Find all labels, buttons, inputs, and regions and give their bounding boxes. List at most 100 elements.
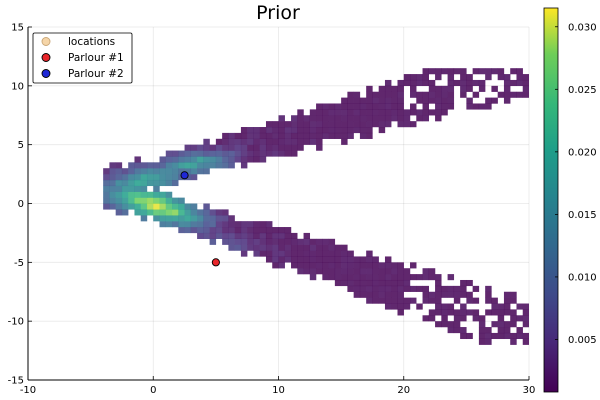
heatmap-cell — [209, 215, 217, 222]
heatmap-cell — [240, 132, 248, 139]
heatmap-cell — [291, 121, 298, 128]
heatmap-cell — [428, 309, 436, 316]
heatmap-cell — [272, 132, 279, 139]
heatmap-cell — [397, 309, 404, 316]
heatmap-cell — [353, 115, 361, 122]
heatmap-cell — [510, 332, 517, 340]
heatmap-cell — [522, 74, 529, 81]
heatmap-cell — [322, 250, 329, 257]
heatmap-cell — [309, 262, 317, 269]
heatmap-cell — [359, 132, 367, 139]
heatmap-cell — [478, 79, 486, 87]
heatmap-cell — [284, 244, 292, 251]
heatmap-cell — [535, 321, 541, 327]
heatmap-cell — [153, 162, 160, 169]
heatmap-cell — [234, 232, 242, 239]
heatmap-cell — [341, 256, 348, 263]
heatmap-cell — [435, 74, 442, 81]
heatmap-cell — [272, 232, 279, 239]
heatmap-cell — [503, 74, 511, 81]
heatmap-cell — [491, 303, 498, 310]
heatmap-cell — [403, 121, 411, 128]
heatmap-cell — [334, 127, 342, 134]
heatmap-cell — [366, 127, 373, 134]
heatmap-cell — [247, 238, 254, 245]
heatmap-cell — [297, 262, 304, 269]
heatmap-cell — [441, 309, 448, 316]
heatmap-cell — [184, 209, 192, 216]
heatmap-cell — [384, 274, 392, 281]
heatmap-cell — [284, 150, 292, 157]
heatmap-cell — [209, 150, 217, 157]
heatmap-cell — [535, 80, 541, 86]
heatmap-cell — [503, 309, 511, 316]
heatmap-cell — [203, 232, 210, 239]
heatmap-cell — [222, 144, 229, 151]
heatmap-cell — [410, 285, 417, 292]
heatmap-cell — [203, 138, 210, 145]
heatmap-cell — [428, 274, 436, 281]
heatmap-cell — [359, 115, 367, 122]
heatmap-cell — [165, 197, 173, 204]
heatmap-cell — [478, 68, 486, 75]
heatmap-cell — [397, 285, 404, 292]
heatmap-cell — [516, 91, 523, 98]
heatmap-cell — [453, 291, 461, 298]
heatmap-cell — [441, 321, 448, 328]
heatmap-cell — [316, 144, 323, 151]
heatmap-cell — [115, 191, 123, 198]
legend: locations Parlour #1 Parlour #2 — [32, 32, 133, 84]
heatmap-cell — [134, 203, 141, 210]
heatmap-cell — [203, 168, 210, 175]
heatmap-cell — [453, 79, 461, 87]
heatmap-cell — [422, 268, 429, 275]
heatmap-cell — [178, 197, 185, 204]
colorbar-tick-label: 0.020 — [568, 147, 597, 158]
heatmap-cell — [284, 238, 292, 245]
heatmap-cell — [372, 297, 379, 304]
heatmap-cell — [134, 156, 141, 163]
heatmap-cell — [428, 79, 436, 87]
heatmap-cell — [334, 274, 342, 281]
heatmap-cell — [478, 321, 486, 328]
heatmap-cell — [416, 74, 423, 81]
heatmap-cell — [416, 109, 423, 116]
chart-title: Prior — [256, 2, 300, 24]
heatmap-cell — [247, 232, 254, 239]
heatmap-cell — [441, 315, 448, 322]
heatmap-cell — [422, 91, 429, 98]
heatmap-cell — [140, 168, 148, 175]
heatmap-cell — [391, 297, 398, 304]
heatmap-cell — [503, 332, 511, 340]
heatmap-cell — [115, 209, 123, 216]
heatmap-cell — [316, 132, 323, 139]
heatmap-cell — [303, 256, 311, 263]
heatmap-cell — [460, 279, 467, 287]
heatmap-cell — [403, 279, 411, 287]
heatmap-cell — [522, 303, 529, 310]
heatmap-cell — [103, 174, 110, 181]
heatmap-cell — [178, 227, 185, 234]
heatmap-cell — [529, 315, 535, 321]
heatmap-cell — [259, 221, 267, 228]
heatmap-cell — [485, 338, 492, 345]
heatmap-cell — [259, 244, 267, 251]
heatmap-cell — [410, 274, 417, 281]
heatmap-cell — [359, 274, 367, 281]
heatmap-cell — [535, 339, 541, 345]
heatmap-cell — [228, 232, 235, 239]
heatmap-cell — [334, 268, 342, 275]
heatmap-cell — [341, 250, 348, 257]
heatmap-cell — [128, 185, 135, 192]
heatmap-cell — [253, 232, 260, 239]
heatmap-cell — [297, 256, 304, 263]
heatmap-cell — [259, 127, 267, 134]
heatmap-cell — [322, 115, 329, 122]
heatmap-cell — [334, 109, 342, 116]
heatmap-cell — [416, 274, 423, 281]
heatmap-cell — [447, 274, 455, 281]
heatmap-cell — [485, 297, 492, 304]
heatmap-cell — [397, 115, 404, 122]
heatmap-cell — [472, 315, 480, 322]
heatmap-cell — [453, 68, 461, 75]
